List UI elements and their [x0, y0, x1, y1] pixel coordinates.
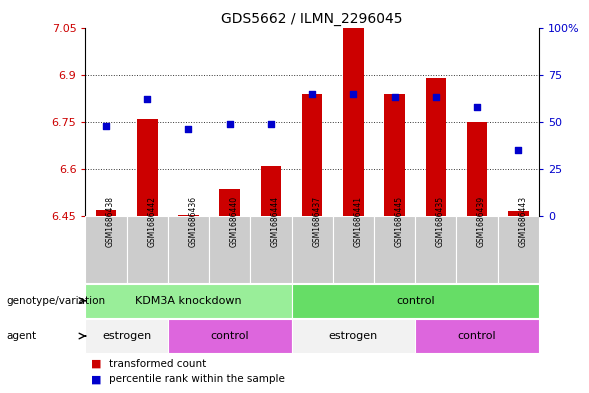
Bar: [292, 216, 333, 283]
Text: GSM1686439: GSM1686439: [477, 196, 486, 247]
Bar: [467, 122, 488, 216]
Bar: [302, 94, 323, 216]
Text: GSM1686437: GSM1686437: [312, 196, 321, 247]
Text: ■: ■: [91, 358, 102, 369]
Bar: [85, 319, 168, 353]
Point: [390, 94, 399, 101]
Text: GSM1686435: GSM1686435: [436, 196, 445, 247]
Text: genotype/variation: genotype/variation: [6, 296, 105, 306]
Title: GDS5662 / ILMN_2296045: GDS5662 / ILMN_2296045: [221, 13, 403, 26]
Point: [101, 123, 111, 129]
Bar: [415, 319, 539, 353]
Bar: [333, 216, 374, 283]
Bar: [292, 284, 539, 318]
Bar: [508, 211, 529, 216]
Bar: [261, 166, 282, 216]
Point: [472, 104, 482, 110]
Point: [184, 126, 193, 132]
Bar: [456, 216, 498, 283]
Bar: [498, 216, 539, 283]
Point: [266, 121, 276, 127]
Text: agent: agent: [6, 331, 36, 341]
Text: GSM1686438: GSM1686438: [106, 196, 115, 247]
Text: percentile rank within the sample: percentile rank within the sample: [109, 374, 285, 384]
Point: [349, 90, 358, 97]
Bar: [292, 319, 415, 353]
Text: GSM1686440: GSM1686440: [230, 196, 239, 247]
Point: [431, 94, 441, 101]
Bar: [220, 189, 240, 216]
Point: [225, 121, 234, 127]
Text: estrogen: estrogen: [329, 331, 378, 341]
Bar: [85, 284, 292, 318]
Text: KDM3A knockdown: KDM3A knockdown: [135, 296, 242, 306]
Bar: [374, 216, 415, 283]
Bar: [415, 216, 456, 283]
Bar: [168, 216, 209, 283]
Bar: [385, 94, 405, 216]
Text: GSM1686442: GSM1686442: [147, 196, 156, 247]
Text: control: control: [210, 331, 249, 341]
Text: GSM1686436: GSM1686436: [188, 196, 197, 247]
Bar: [178, 215, 199, 216]
Point: [514, 147, 523, 153]
Text: GSM1686444: GSM1686444: [271, 196, 280, 247]
Text: GSM1686441: GSM1686441: [353, 196, 362, 247]
Text: transformed count: transformed count: [109, 358, 206, 369]
Text: GSM1686443: GSM1686443: [518, 196, 527, 247]
Bar: [168, 319, 292, 353]
Bar: [137, 119, 158, 216]
Text: GSM1686445: GSM1686445: [395, 196, 403, 247]
Bar: [95, 210, 117, 216]
Bar: [343, 28, 364, 216]
Point: [307, 90, 317, 97]
Text: ■: ■: [91, 374, 102, 384]
Bar: [85, 216, 127, 283]
Point: [143, 96, 152, 102]
Text: control: control: [458, 331, 497, 341]
Text: control: control: [396, 296, 435, 306]
Bar: [426, 78, 446, 216]
Bar: [250, 216, 292, 283]
Text: estrogen: estrogen: [102, 331, 151, 341]
Bar: [127, 216, 168, 283]
Bar: [209, 216, 250, 283]
